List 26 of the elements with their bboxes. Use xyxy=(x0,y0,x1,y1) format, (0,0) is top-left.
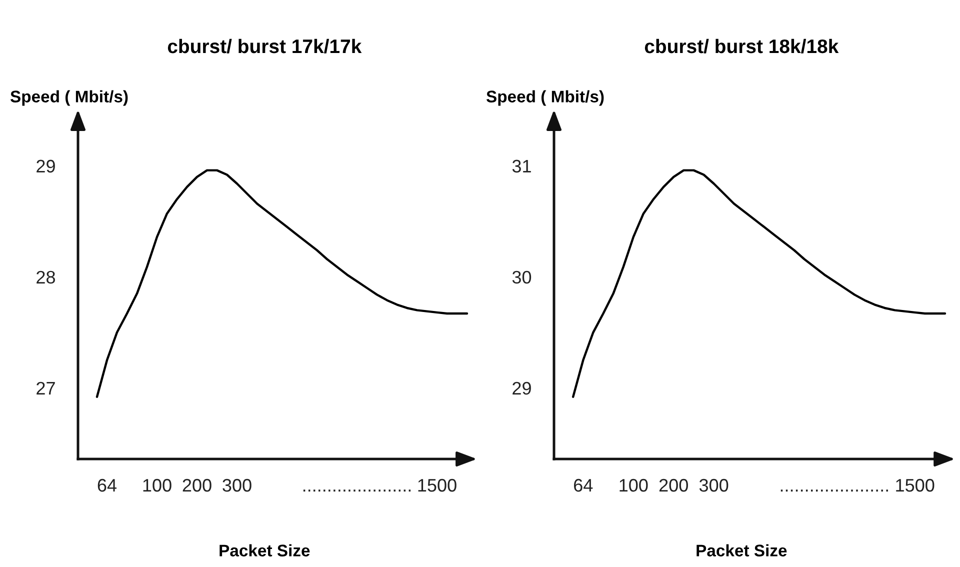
x-axis-title: Packet Size xyxy=(696,544,787,556)
line-series xyxy=(96,169,468,398)
x-tick-label: ...................... xyxy=(303,490,411,492)
x-tick-label: 64 xyxy=(98,478,117,492)
y-tick-label: 31 xyxy=(512,160,531,173)
y-axis-title: Speed ( Mbit/s) xyxy=(486,90,604,106)
x-tick-label: 300 xyxy=(222,478,252,492)
x-tick-label: 200 xyxy=(182,478,212,492)
x-axis-title: Packet Size xyxy=(220,544,310,556)
x-tick-label: 1500 xyxy=(896,478,934,492)
y-tick-label: 28 xyxy=(36,270,55,284)
y-tick-label: 29 xyxy=(512,382,531,395)
x-tick-label: 100 xyxy=(620,478,648,492)
chart-title: cburst/ burst 17k/17k xyxy=(168,38,362,54)
x-tick-label: ...................... xyxy=(780,490,888,492)
line-series xyxy=(572,169,946,398)
y-tick-label: 29 xyxy=(36,160,55,173)
y-tick-label: 27 xyxy=(36,382,55,394)
x-tick-label: 1500 xyxy=(418,478,456,492)
y-axis-title: Speed ( Mbit/s) xyxy=(10,90,128,106)
x-tick-label: 300 xyxy=(699,478,728,492)
y-tick-label: 30 xyxy=(512,270,532,284)
x-tick-label: 200 xyxy=(659,478,688,492)
x-tick-label: 100 xyxy=(143,478,172,492)
chart-title: cburst/ burst 18k/18k xyxy=(644,38,839,54)
x-tick-label: 64 xyxy=(574,478,593,492)
